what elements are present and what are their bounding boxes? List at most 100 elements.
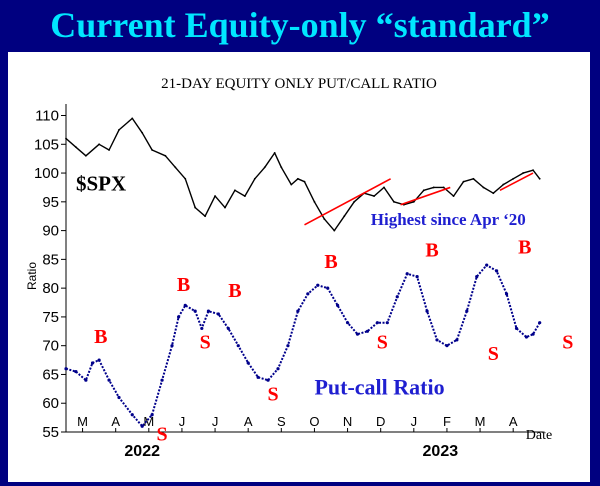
x-tick-label: M xyxy=(77,414,88,429)
x-tick-label: M xyxy=(475,414,486,429)
x-tick-label: N xyxy=(343,414,352,429)
trendline xyxy=(499,172,534,192)
x-tick-label: A xyxy=(244,414,253,429)
sell-signal-label: S xyxy=(488,343,499,365)
spx-point xyxy=(224,206,226,209)
ratio-point xyxy=(246,361,250,365)
spx-point xyxy=(482,186,485,189)
spx-point xyxy=(243,195,246,197)
spx-annotation: $SPX xyxy=(76,171,126,195)
sell-signal-label: S xyxy=(562,332,573,354)
buy-signal-label: B xyxy=(177,274,190,296)
ratio-point xyxy=(445,344,449,348)
y-tick-label: 105 xyxy=(34,136,59,153)
y-tick-label: 55 xyxy=(42,424,59,441)
ratio-point xyxy=(296,309,300,313)
x-tick-label: O xyxy=(309,414,319,429)
spx-point xyxy=(290,183,293,186)
ratio-point xyxy=(216,312,220,316)
y-axis-label: Ratio xyxy=(25,262,39,290)
ratio-point xyxy=(64,367,68,371)
spx-point xyxy=(502,183,505,186)
spx-point xyxy=(98,143,101,146)
spx-point xyxy=(280,166,283,169)
spx-point xyxy=(184,177,187,180)
y-tick-label: 95 xyxy=(42,194,59,211)
spx-point xyxy=(393,200,395,203)
spx-point xyxy=(164,154,167,157)
spx-point xyxy=(174,166,177,169)
spx-point xyxy=(84,154,87,157)
y-tick-label: 80 xyxy=(42,280,59,297)
ratio-point xyxy=(183,303,187,308)
spx-point xyxy=(253,177,256,180)
buy-signal-label: B xyxy=(324,251,337,273)
ratio-point xyxy=(405,272,409,276)
spx-point xyxy=(204,215,207,218)
ratio-point xyxy=(538,321,542,325)
x-tick-label: J xyxy=(411,414,418,429)
spx-point xyxy=(141,131,144,134)
spx-point xyxy=(422,189,425,192)
ratio-point xyxy=(435,338,439,342)
ratio-point xyxy=(455,338,459,342)
spx-point xyxy=(65,137,67,140)
x-tick-label: S xyxy=(277,414,286,429)
ratio-point xyxy=(90,361,95,365)
ratio-point xyxy=(236,344,240,348)
sell-signal-label: S xyxy=(377,332,388,354)
ratio-point xyxy=(177,315,181,319)
buy-signal-label: B xyxy=(518,237,531,259)
spx-point xyxy=(442,186,445,189)
spx-point xyxy=(75,146,77,149)
chart-panel: 21-DAY EQUITY ONLY PUT/CALL RATIO 55 60 65… xyxy=(8,52,590,482)
x-axis-label: Date xyxy=(526,428,552,443)
ratio-point xyxy=(345,321,350,325)
spx-point xyxy=(383,186,385,189)
ratio-point xyxy=(425,309,429,313)
spx-point xyxy=(323,218,326,220)
y-tick-label: 85 xyxy=(42,251,59,268)
chart-title: 21-DAY EQUITY ONLY PUT/CALL RATIO xyxy=(161,76,437,92)
spx-point xyxy=(452,195,455,197)
spx-point xyxy=(432,186,435,189)
ratio-point xyxy=(365,329,370,333)
ratio-point xyxy=(286,344,290,348)
ratio-point xyxy=(117,395,121,400)
ratio-point xyxy=(200,326,204,331)
y-tick-label: 75 xyxy=(42,309,59,326)
x-tick-label: F xyxy=(443,414,451,429)
slide-title: Current Equity-only “standard” xyxy=(50,5,550,45)
ratio-point xyxy=(385,321,389,325)
ratio-point xyxy=(226,326,230,331)
spx-point xyxy=(234,189,236,192)
spx-point xyxy=(333,229,336,232)
x-tick-label: A xyxy=(111,414,120,429)
ratio-point xyxy=(316,283,320,287)
ratio-point xyxy=(336,303,340,308)
spx-point xyxy=(522,172,525,174)
buy-signal-label: B xyxy=(228,280,241,302)
spx-point xyxy=(263,166,266,169)
ratio-point xyxy=(355,332,360,336)
year-label: 2023 xyxy=(423,443,459,460)
ratio-point xyxy=(97,358,101,362)
spx-point xyxy=(373,195,375,197)
spx-point xyxy=(512,177,515,180)
trendline xyxy=(304,178,392,226)
ratio-point xyxy=(475,275,479,279)
buy-signal-label: B xyxy=(94,326,107,348)
ratio-point xyxy=(160,378,164,382)
y-tick-label: 110 xyxy=(35,108,59,125)
spx-point xyxy=(313,200,316,203)
x-tick-label: A xyxy=(509,414,518,429)
put-call-ratio-line xyxy=(65,264,541,428)
x-tick-label: J xyxy=(179,414,186,429)
ratio-point xyxy=(504,292,509,296)
year-label: 2022 xyxy=(124,443,160,460)
ratio-point xyxy=(415,275,419,279)
spx-point xyxy=(412,200,415,203)
spx-point xyxy=(214,195,216,197)
sell-signal-label: S xyxy=(267,383,278,405)
ratio-point xyxy=(193,309,197,313)
